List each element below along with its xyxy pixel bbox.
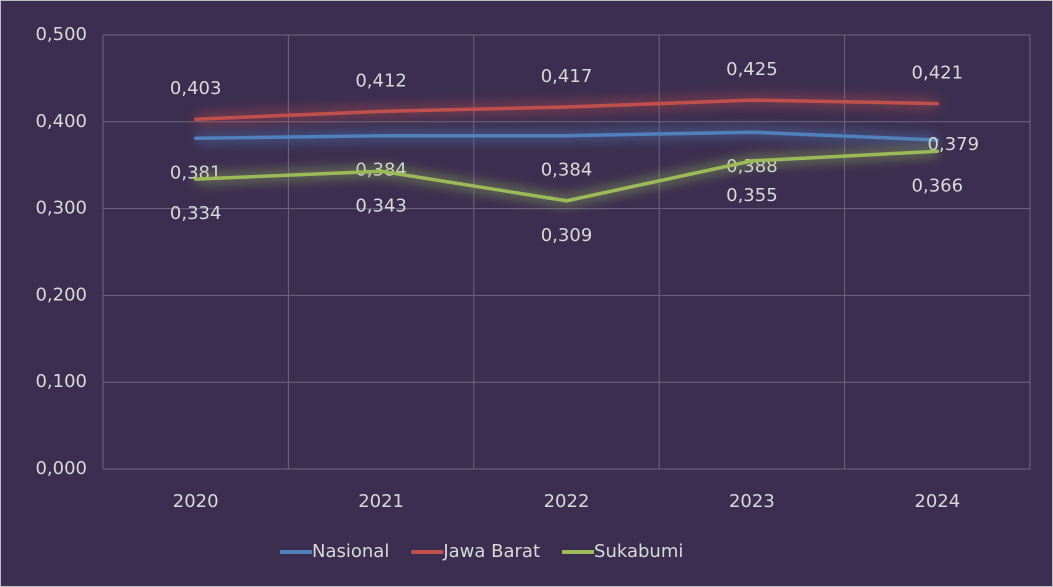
data-label: 0,309 bbox=[541, 225, 593, 246]
data-label: 0,421 bbox=[912, 63, 964, 84]
data-label: 0,355 bbox=[726, 185, 778, 206]
data-label: 0,425 bbox=[726, 59, 778, 80]
data-label: 0,366 bbox=[912, 175, 964, 196]
legend-label: Jawa Barat bbox=[442, 541, 540, 562]
y-tick-label: 0,000 bbox=[35, 458, 87, 479]
data-label: 0,334 bbox=[170, 203, 222, 224]
y-tick-label: 0,400 bbox=[35, 111, 87, 132]
x-tick-label: 2022 bbox=[544, 491, 590, 512]
legend-label: Nasional bbox=[312, 541, 389, 562]
data-label: 0,403 bbox=[170, 78, 222, 99]
data-label: 0,412 bbox=[355, 70, 407, 91]
data-label: 0,379 bbox=[928, 134, 980, 155]
legend-label: Sukabumi bbox=[594, 541, 683, 562]
y-tick-label: 0,200 bbox=[35, 284, 87, 305]
series-line bbox=[193, 149, 940, 203]
y-tick-label: 0,500 bbox=[35, 24, 87, 45]
y-tick-label: 0,300 bbox=[35, 198, 87, 219]
x-tick-label: 2024 bbox=[914, 491, 960, 512]
data-label: 0,417 bbox=[541, 66, 593, 87]
data-label: 0,343 bbox=[355, 195, 407, 216]
series-line bbox=[193, 98, 940, 121]
series-line bbox=[193, 130, 940, 142]
y-tick-label: 0,100 bbox=[35, 371, 87, 392]
x-tick-label: 2023 bbox=[729, 491, 775, 512]
x-tick-label: 2020 bbox=[173, 491, 219, 512]
x-tick-label: 2021 bbox=[358, 491, 404, 512]
data-label: 0,384 bbox=[541, 160, 593, 181]
